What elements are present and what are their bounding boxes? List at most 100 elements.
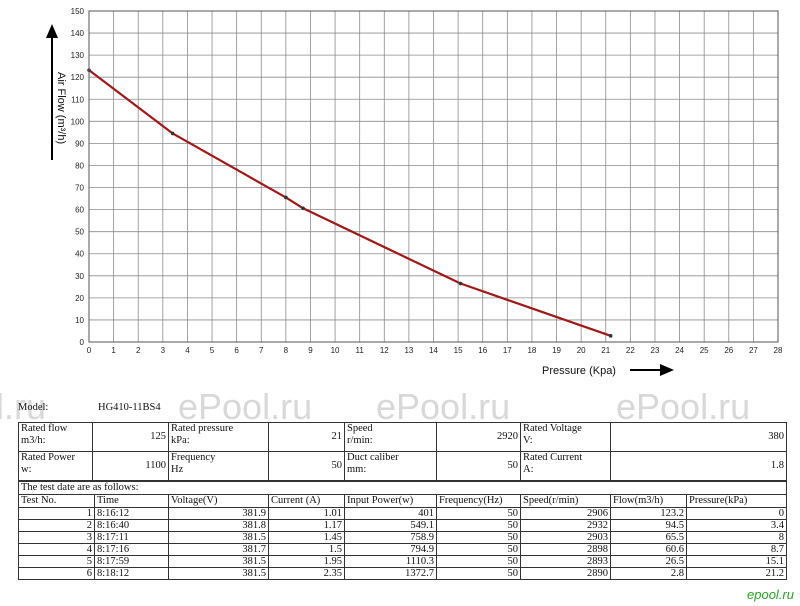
x-tick-label: 26 [724,346,733,355]
data-point [284,195,288,200]
y-axis-arrowhead [46,24,58,38]
table-cell: 381.8 [168,519,269,532]
table-cell: 3.4 [685,519,788,532]
column-header: Time [94,494,169,508]
y-tick-label: 60 [75,206,84,215]
table-cell: 8:17:11 [94,531,169,544]
table-row: 2 8:16:40 381.8 1.17 549.1 50 2932 94.5 3.4 [18,519,788,532]
spec-label: Speed r/min: [344,422,437,452]
table-cell: 4 [18,543,95,556]
table-cell: 94.5 [610,519,687,532]
spec-value: 50 [436,451,521,481]
x-tick-label: 12 [380,346,389,355]
x-tick-label: 15 [454,346,463,355]
spec-label: Frequency Hz [168,451,269,481]
x-tick-labels: 0 1 2 3 4 5 6 7 8 9 10 11 12 13 14 15 16 17 18 19 20 21 22 23 24… [87,346,783,355]
data-point [458,281,463,286]
table-cell: 381.7 [168,543,269,556]
column-header: Current (A) [268,494,345,508]
x-tick-label: 8 [284,346,289,355]
table-cell: 381.9 [168,507,269,520]
x-tick-label: 2 [136,346,141,355]
table-cell: 1110.3 [344,555,437,568]
column-header: Test No. [18,494,95,508]
table-cell: 8:16:12 [94,507,169,520]
air-flow-pressure-chart: 0 1 2 3 4 5 6 7 8 9 10 11 12 13 14 15 16 17 18 19 20 21 22 23 24… [46,7,783,377]
spec-row: Rated flow m3/h: 125 Rated pressure kPa: 21 Sp… [18,422,787,452]
y-tick-label: 110 [71,95,84,104]
x-tick-label: 23 [651,346,660,355]
table-cell: 15.1 [685,555,788,568]
x-tick-label: 7 [259,346,264,355]
x-tick-label: 16 [478,346,487,355]
y-tick-label: 100 [71,117,85,126]
table-cell: 1.45 [268,531,345,544]
x-tick-label: 1 [111,346,116,355]
test-note: The test date are as follows: [17,481,788,495]
table-cell: 8:16:40 [94,519,169,532]
column-header: Pressure(kPa) [685,494,788,508]
table-cell: 2893 [520,555,611,568]
x-tick-label: 11 [356,346,365,355]
table-row: 3 8:17:11 381.5 1.45 758.9 50 2903 65.5 8 [18,531,788,544]
table-cell: 2898 [520,543,611,556]
series-line [88,69,612,337]
test-data-table: The test date are as follows: Test No. Ti… [17,481,788,580]
table-cell: 2.8 [610,567,687,580]
table-cell: 50 [436,507,521,520]
table-cell: 1.95 [268,555,345,568]
table-cell: 50 [436,555,521,568]
y-tick-label: 40 [75,250,84,259]
spec-value: 1100 [92,451,169,481]
spec-value: 21 [268,422,345,452]
x-tick-label: 25 [700,346,709,355]
table-cell: 1.5 [268,543,345,556]
y-tick-label: 80 [75,161,84,170]
column-header: Voltage(V) [168,494,269,508]
table-cell: 50 [436,543,521,556]
y-tick-label: 90 [75,139,84,148]
model-row: Model: HG410-11BS4 [18,398,786,422]
spec-label: Rated Power w: [18,451,93,481]
model-value: HG410-11BS4 [98,402,161,413]
table-cell: 8 [685,531,788,544]
table-cell: 3 [18,531,95,544]
spec-value: 380 [610,422,787,452]
y-tick-label: 70 [75,184,84,193]
x-tick-label: 24 [675,346,684,355]
plot-frame [88,10,779,343]
spec-label: Duct caliber mm: [344,451,437,481]
spec-value: 50 [268,451,345,481]
x-tick-label: 5 [210,346,215,355]
table-cell: 8.7 [685,543,788,556]
epool-logo: epool.ru [747,587,794,602]
table-row: 5 8:17:59 381.5 1.95 1110.3 50 2893 26.5 15.1 [18,555,788,568]
chart-grid [88,10,779,343]
table-cell: 5 [18,555,95,568]
table-row: 4 8:17:16 381.7 1.5 794.9 50 2898 60.6 8.7 [18,543,788,556]
table-cell: 1 [18,507,95,520]
x-axis-arrowhead [660,364,674,376]
x-tick-label: 3 [161,346,166,355]
spec-value: 125 [92,422,169,452]
model-label: Model: [18,402,49,413]
x-tick-label: 27 [749,346,758,355]
y-tick-label: 0 [80,338,85,347]
table-cell: 60.6 [610,543,687,556]
table-cell: 794.9 [344,543,437,556]
spec-value: 1.8 [610,451,787,481]
y-tick-label: 20 [75,294,84,303]
x-tick-label: 14 [429,346,438,355]
x-tick-label: 0 [87,346,92,355]
table-cell: 2906 [520,507,611,520]
x-tick-label: 10 [331,346,340,355]
table-cell: 50 [436,531,521,544]
table-cell: 6 [18,567,95,580]
y-tick-labels: 0 10 20 30 40 50 60 70 80 90 100 110 120 130 140 150 [71,7,85,347]
y-tick-label: 150 [71,7,85,16]
x-tick-label: 22 [626,346,635,355]
x-tick-label: 21 [601,346,610,355]
chart-axes: Air Flow (m³/h) Pressure (Kpa) [46,10,779,377]
table-cell: 381.5 [168,531,269,544]
table-cell: 1.17 [268,519,345,532]
